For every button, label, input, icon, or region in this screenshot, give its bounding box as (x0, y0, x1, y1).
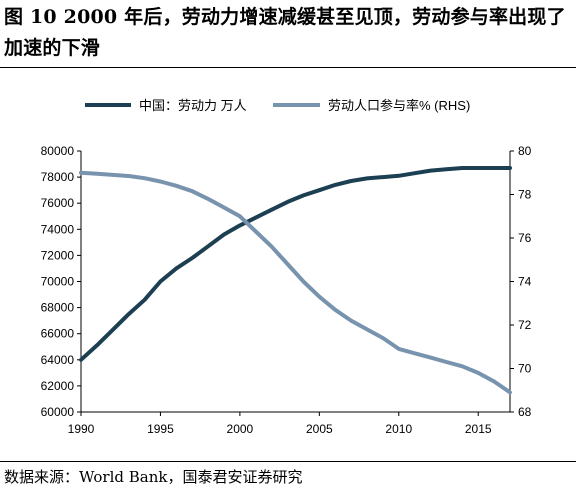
labor-force-line (79, 166, 512, 362)
left-y-tick-label: 60000 (41, 405, 75, 419)
right-y-tick-label: 70 (518, 362, 532, 376)
left-y-tick-label: 62000 (41, 379, 75, 393)
title-divider (0, 67, 576, 68)
right-y-tick-label: 80 (518, 144, 532, 158)
chart-legend: 中国：劳动力 万人 劳动人口参与率% (RHS) (85, 98, 470, 113)
x-tick-label: 2000 (227, 422, 254, 436)
figure-title: 图 10 2000 年后，劳动力增速减缓甚至见顶，劳动参与率出现了加速的下滑 (4, 6, 566, 59)
x-tick-label: 2010 (385, 422, 412, 436)
left-y-tick-label: 76000 (41, 196, 75, 210)
left-y-tick-label: 66000 (41, 327, 75, 341)
right-y-tick-label: 78 (518, 188, 532, 202)
legend-label-labor: 中国：劳动力 万人 (139, 98, 247, 113)
right-y-tick-label: 74 (518, 275, 532, 289)
legend-label-participation: 劳动人口参与率% (RHS) (328, 98, 470, 113)
left-y-tick-label: 72000 (41, 248, 75, 262)
x-tick-label: 1990 (68, 422, 95, 436)
left-y-tick-label: 70000 (41, 275, 75, 289)
right-y-tick-label: 76 (518, 231, 532, 245)
participation-rate-line (79, 170, 512, 395)
right-y-tick-label: 72 (518, 318, 532, 332)
left-y-tick-label: 78000 (41, 170, 75, 184)
dual-axis-line-chart: 中国：劳动力 万人 劳动人口参与率% (RHS) 80000 78000 76000… (41, 98, 532, 436)
left-y-tick-label: 68000 (41, 301, 75, 315)
right-y-tick-label: 68 (518, 405, 532, 419)
left-y-tick-label: 74000 (41, 222, 75, 236)
chart-ticks: 80000 78000 76000 74000 72000 70000 68000 66000… (41, 144, 532, 436)
chart-axes (80, 151, 511, 413)
x-tick-label: 1995 (147, 422, 174, 436)
source-note: 数据来源：World Bank，国泰君安证券研究 (4, 468, 303, 486)
x-tick-label: 2015 (465, 422, 492, 436)
chart-series (79, 166, 512, 395)
x-tick-label: 2005 (306, 422, 333, 436)
left-y-tick-label: 64000 (41, 353, 75, 367)
left-y-tick-label: 80000 (41, 144, 75, 158)
source-divider (0, 461, 576, 462)
